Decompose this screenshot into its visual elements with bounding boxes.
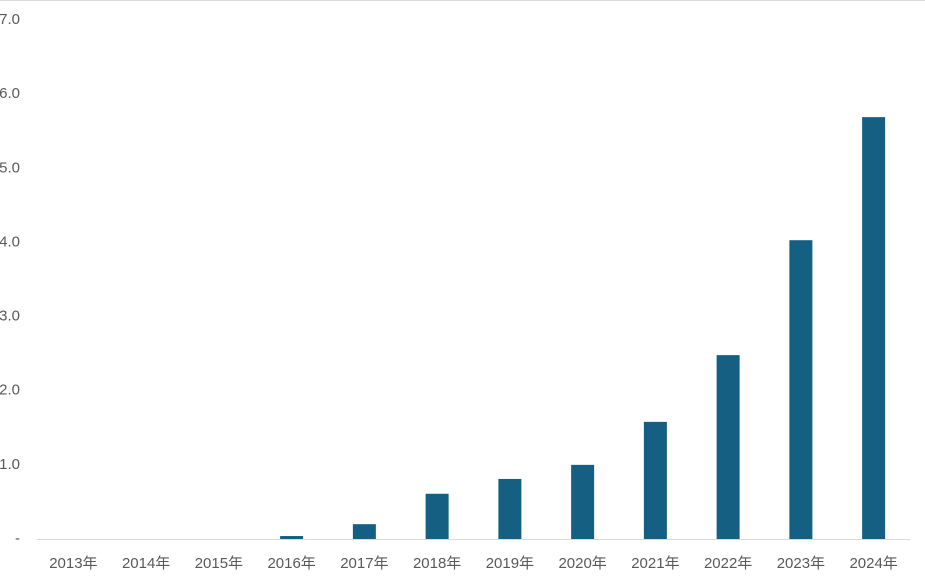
- y-tick-label: 6.0: [0, 85, 20, 102]
- x-tick-label: 2013年: [49, 555, 97, 572]
- x-tick-label: 2014年: [122, 555, 170, 572]
- bar: [425, 493, 449, 539]
- bar: [789, 240, 813, 539]
- y-tick-label: 1.0: [0, 456, 20, 473]
- bar: [352, 524, 376, 539]
- x-tick-label: 2015年: [195, 555, 243, 572]
- x-tick-label: 2016年: [267, 555, 315, 572]
- x-tick-label: 2019年: [486, 555, 534, 572]
- y-tick-label: 2.0: [0, 382, 20, 399]
- y-tick-label: -: [15, 530, 20, 547]
- bar: [716, 355, 740, 539]
- x-tick-label: 2023年: [777, 555, 825, 572]
- bar: [643, 421, 667, 539]
- x-tick-label: 2020年: [558, 555, 606, 572]
- x-tick-label: 2017年: [340, 555, 388, 572]
- x-tick-label: 2021年: [631, 555, 679, 572]
- bar: [498, 478, 522, 539]
- y-tick-label: 7.0: [0, 11, 20, 28]
- y-tick-label: 4.0: [0, 233, 20, 250]
- x-tick-label: 2024年: [849, 555, 897, 572]
- y-tick-label: 3.0: [0, 308, 20, 325]
- bar: [280, 536, 304, 539]
- x-tick-label: 2022年: [704, 555, 752, 572]
- bar: [862, 117, 886, 540]
- bar: [571, 464, 595, 539]
- x-tick-label: 2018年: [413, 555, 461, 572]
- y-tick-label: 5.0: [0, 159, 20, 176]
